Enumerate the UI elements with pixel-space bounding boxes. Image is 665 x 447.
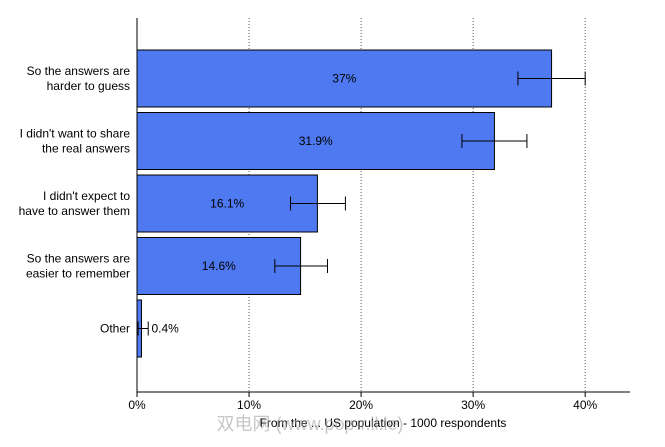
x-tick-label: 20% (349, 398, 373, 412)
footer-note: From the ... US population - 1000 respon… (260, 416, 507, 430)
category-label: So the answers are (27, 252, 131, 266)
bar (136, 49, 553, 108)
x-tick-label: 30% (461, 398, 485, 412)
category-label: Other (100, 322, 130, 336)
x-tick-label: 0% (128, 398, 146, 412)
category-label: have to answer them (19, 204, 130, 218)
bar-value-label: 31.9% (299, 134, 333, 148)
watermark-text: 双电网 (www.pop-r.il.le) (216, 414, 403, 434)
bar-value-label: 37% (332, 72, 356, 86)
category-label: I didn't expect to (43, 189, 130, 203)
axes (136, 18, 630, 397)
bar-value-label: 14.6% (202, 259, 236, 273)
category-label: harder to guess (47, 79, 130, 93)
bar-value-label: 16.1% (210, 197, 244, 211)
error-bars (137, 71, 586, 336)
x-tick-label: 10% (237, 398, 261, 412)
category-label: easier to remember (26, 267, 130, 281)
bar (136, 174, 318, 233)
bar-value-label: 0.4% (151, 322, 179, 336)
category-label: So the answers are (27, 64, 131, 78)
category-label: the real answers (42, 142, 130, 156)
category-label: I didn't want to share (20, 127, 131, 141)
bar (136, 112, 495, 170)
x-tick-labels: 0% 10% 20% 30% 40% (128, 398, 597, 412)
x-tick-label: 40% (573, 398, 597, 412)
